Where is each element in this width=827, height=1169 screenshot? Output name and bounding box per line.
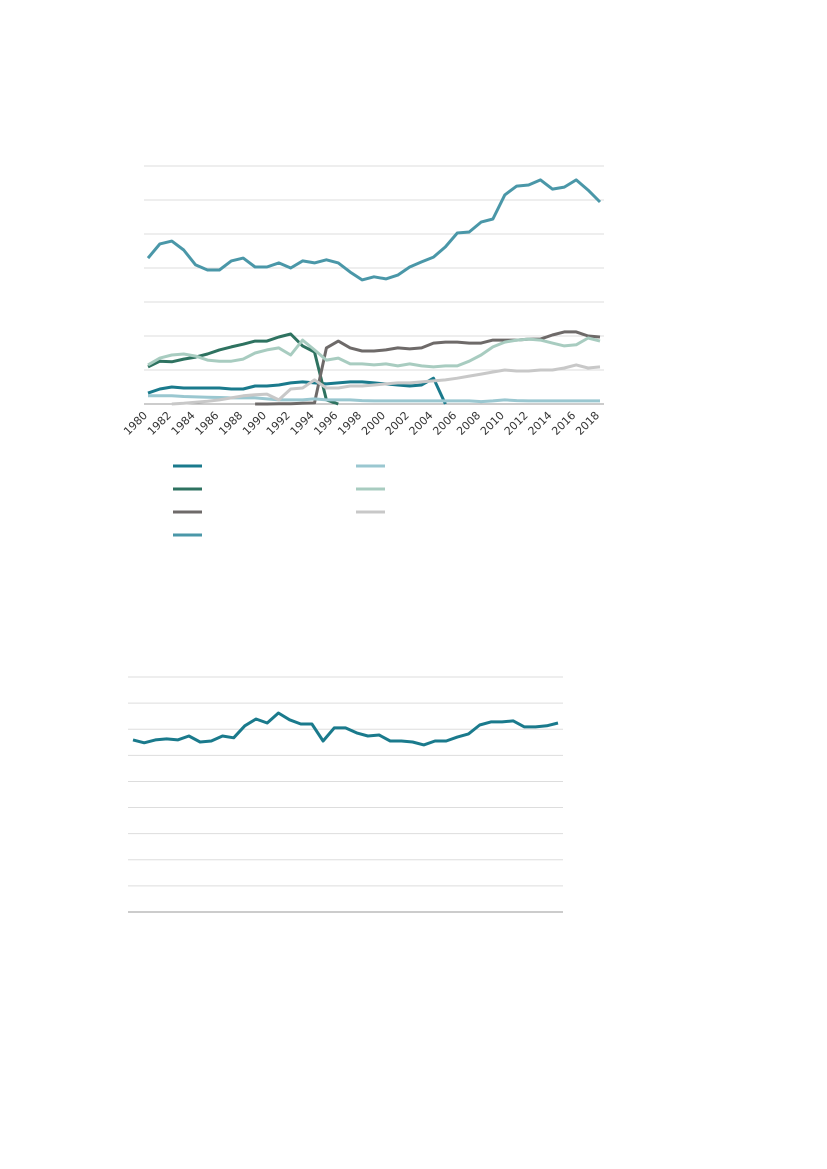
x-tick-label: 2006 [430,409,459,438]
x-tick-label: 1986 [192,409,221,438]
x-tick-label: 2004 [407,409,436,438]
x-tick-label: 1990 [240,409,269,438]
x-tick-label: 2010 [478,409,507,438]
series-line [255,330,601,406]
series-line [148,394,600,404]
series-line [146,178,602,282]
x-tick-label: 2018 [573,409,602,438]
series-line [132,711,559,747]
series-line [171,363,601,406]
x-tick-label: 1980 [121,409,150,438]
series-line [147,332,339,406]
x-tick-label: 1998 [335,409,364,438]
x-tick-label: 1984 [169,409,198,438]
series-line [147,336,601,369]
x-tick-label: 2008 [454,409,483,438]
series-line [147,376,447,405]
x-tick-label: 2002 [383,409,412,438]
x-tick-label: 1996 [311,409,340,438]
x-tick-label: 1992 [264,409,293,438]
x-tick-label: 1982 [145,409,174,438]
x-tick-label: 1994 [288,409,317,438]
x-tick-label: 2000 [359,409,388,438]
x-tick-label: 2012 [502,409,531,438]
x-tick-label: 2016 [549,409,578,438]
x-tick-label: 1988 [216,409,245,438]
x-tick-label: 2014 [526,409,555,438]
